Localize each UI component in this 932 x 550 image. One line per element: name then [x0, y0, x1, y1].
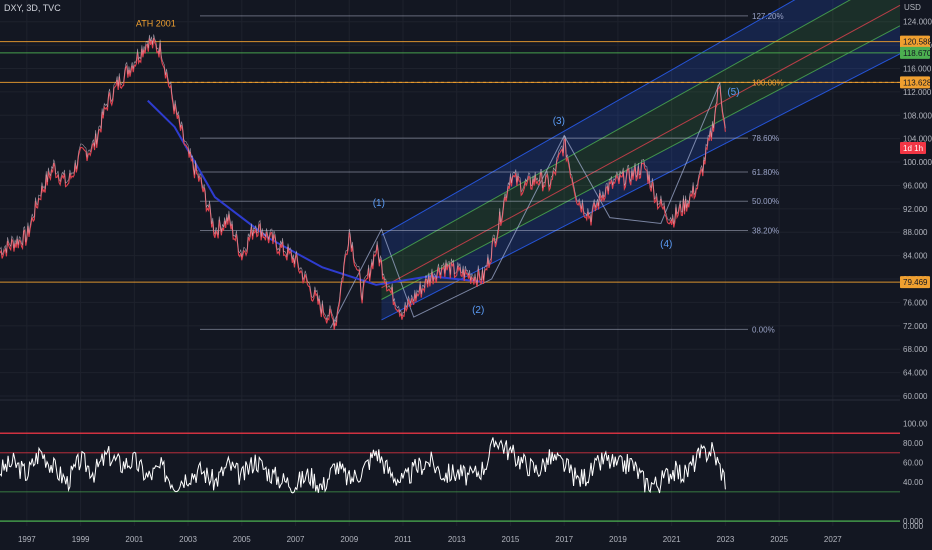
- time-axis-tick: 2017: [555, 535, 573, 544]
- oscillator-line: [0, 437, 726, 494]
- price-axis-tick: 60.000: [903, 392, 928, 401]
- countdown-label: 1d 1h: [903, 144, 923, 153]
- time-axis-tick: 2011: [394, 535, 412, 544]
- ath-annotation: ATH 2001: [136, 18, 176, 28]
- countdown-badge: [900, 142, 926, 154]
- fib-level-label: 61.80%: [752, 168, 779, 177]
- channel-line-upper: [381, 0, 796, 236]
- wave-label: (5): [727, 87, 739, 98]
- time-axis-tick: 2025: [770, 535, 788, 544]
- time-axis-tick: 1997: [18, 535, 36, 544]
- fib-level-label: 127.20%: [752, 12, 784, 21]
- time-axis-tick: 2009: [340, 535, 358, 544]
- price-axis-tick: 100.000: [903, 158, 932, 167]
- time-axis-tick: 2019: [609, 535, 627, 544]
- fib-level-label: 50.00%: [752, 197, 779, 206]
- oscillator-axis-tick: 40.00: [903, 478, 924, 487]
- elliott-wave-path: [330, 82, 721, 329]
- wave-label: (4): [660, 239, 672, 250]
- fib-level-label: 78.60%: [752, 134, 779, 143]
- time-axis-tick: 2015: [502, 535, 520, 544]
- channel-line-mid-lower: [381, 25, 901, 300]
- oscillator-axis-tick: 100.00: [903, 420, 928, 429]
- price-axis-tick: 112.000: [903, 88, 932, 97]
- price-badge: [900, 276, 930, 289]
- oscillator-axis-tick: 0.000: [903, 517, 924, 526]
- price-axis-tick: 124.000: [903, 18, 932, 27]
- price-badge-label: 113.628: [903, 78, 932, 87]
- price-axis-tick: 88.000: [903, 228, 928, 237]
- price-axis-tick: 116.000: [903, 64, 932, 73]
- price-badge-label: 79.469: [903, 278, 928, 287]
- price-axis-tick: 64.000: [903, 369, 928, 378]
- currency-label: USD: [904, 3, 921, 12]
- price-badge: [900, 35, 930, 48]
- channel-line-mid-upper: [381, 0, 851, 262]
- wave-label: (2): [472, 305, 484, 316]
- oscillator-axis-tick: 80.00: [903, 439, 924, 448]
- time-axis-tick: 2003: [179, 535, 197, 544]
- channel-middle-band: [381, 0, 900, 300]
- price-axis-tick: 68.000: [903, 345, 928, 354]
- price-axis-tick: 96.000: [903, 181, 928, 190]
- fib-level-label: 38.20%: [752, 226, 779, 235]
- price-badge: [900, 76, 930, 89]
- time-axis-tick: 2021: [663, 535, 681, 544]
- price-badge-label: 118.670: [903, 49, 932, 58]
- price-axis-tick: 92.000: [903, 205, 928, 214]
- price-axis-tick: 72.000: [903, 322, 928, 331]
- price-badge-label: 120.588: [903, 38, 932, 47]
- price-axis-tick: 76.000: [903, 298, 928, 307]
- wave-label: (3): [553, 116, 565, 127]
- oscillator-axis-tick: 60.00: [903, 459, 924, 468]
- time-axis-tick: 2027: [824, 535, 842, 544]
- price-axis-tick: 108.000: [903, 111, 932, 120]
- oscillator-axis-tick: 0.000: [903, 522, 924, 531]
- time-axis-tick: 2005: [233, 535, 251, 544]
- time-axis-tick: 2007: [287, 535, 305, 544]
- price-axis-tick: 104.000: [903, 135, 932, 144]
- wave-label: (1): [373, 198, 385, 209]
- time-axis-tick: 2013: [448, 535, 466, 544]
- time-axis-tick: 2023: [716, 535, 734, 544]
- symbol-header: DXY, 3D, TVC: [4, 3, 61, 13]
- price-badge: [900, 46, 930, 59]
- time-axis-tick: 2001: [125, 535, 143, 544]
- time-axis-tick: 1999: [72, 535, 90, 544]
- price-series-candles: [0, 34, 726, 327]
- fib-level-label: 0.00%: [752, 325, 775, 334]
- moving-average-line: [147, 99, 484, 286]
- price-axis-tick: 84.000: [903, 252, 928, 261]
